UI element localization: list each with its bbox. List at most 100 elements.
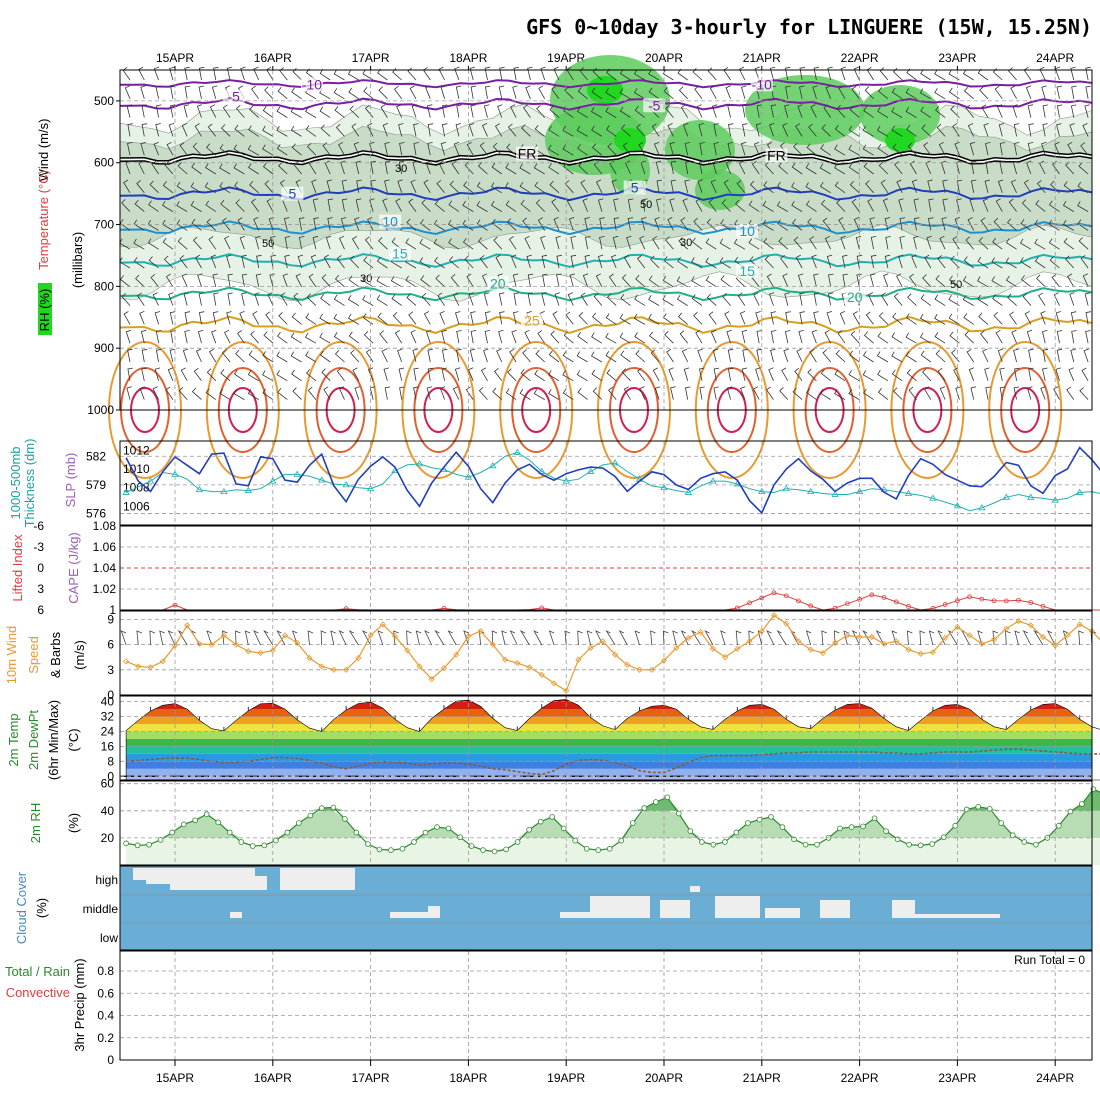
- wind-speed-point: [502, 656, 509, 663]
- wind-barb: [626, 235, 632, 250]
- wind-barb: [427, 123, 434, 137]
- wind-barb: [307, 386, 317, 400]
- wind-barb: [738, 160, 746, 175]
- wind-barb: [668, 367, 674, 381]
- wind-barb: [184, 311, 191, 325]
- thickness-point: [1051, 496, 1059, 503]
- wind-barb: [1077, 219, 1089, 231]
- thickness-point: [586, 467, 595, 474]
- wind-barb: [147, 238, 159, 250]
- wind-barb: [399, 386, 405, 400]
- wind-speed-point: [355, 654, 362, 662]
- wind-barb: [593, 292, 603, 306]
- wind-barb-10m: [533, 630, 543, 646]
- rh-point: [146, 841, 152, 848]
- wind-barb: [177, 237, 188, 250]
- wind-barb: [483, 348, 489, 363]
- wind-barb: [985, 160, 991, 175]
- wind-barb: [665, 236, 674, 250]
- wind-barb: [169, 311, 176, 325]
- bottom-date-label: 17APR: [352, 1071, 390, 1085]
- rh-point: [917, 842, 924, 849]
- wind-barb: [470, 311, 476, 325]
- wind-barb: [927, 179, 933, 193]
- wind-barb: [899, 217, 905, 231]
- wind-barb: [205, 163, 217, 175]
- wind-barb: [636, 255, 646, 269]
- rh-point: [629, 820, 636, 826]
- wind-barb: [377, 312, 388, 325]
- wind-barb: [341, 179, 348, 193]
- temp-band: [126, 724, 1092, 732]
- wind-speed-point: [147, 664, 154, 671]
- wind-tick-label: 6: [107, 638, 114, 652]
- wind-barb: [619, 69, 631, 81]
- wind-barb-10m: [167, 630, 176, 646]
- wind-barb: [506, 143, 517, 156]
- wind-barb: [467, 367, 474, 381]
- rh-point: [399, 845, 406, 852]
- wind-barb: [748, 200, 760, 212]
- wind-barb: [527, 66, 533, 81]
- wind-barb: [591, 332, 603, 344]
- wind-barb: [348, 275, 360, 288]
- wind-barb: [652, 367, 660, 381]
- wind-barb: [637, 367, 646, 382]
- top-date-axis: 15APR 16APR 17APR 18APR 19APR 20APR 21APR 22APR…: [156, 51, 1075, 70]
- wind-barb: [240, 66, 246, 81]
- wind-barb: [908, 386, 917, 400]
- thickness-point: [611, 459, 619, 466]
- wind-barb: [326, 179, 333, 193]
- wind-barb: [821, 124, 831, 137]
- wind-barb: [651, 123, 660, 137]
- thickness-point: [489, 462, 497, 469]
- wind-barb: [993, 217, 1003, 231]
- y-tick-label: 900: [94, 341, 114, 355]
- wind-barb: [184, 85, 191, 99]
- wind-barb: [985, 386, 991, 400]
- thickness-point: [758, 487, 766, 494]
- wind-barb: [809, 348, 817, 363]
- wind-barb: [1081, 367, 1089, 382]
- wind-barb: [510, 254, 517, 269]
- wind-barb: [825, 85, 832, 99]
- wind-barb: [609, 160, 617, 175]
- wind-barb: [1049, 256, 1060, 269]
- wind-barb: [408, 198, 417, 212]
- wind-barb: [254, 292, 260, 306]
- temp-frame: [119, 695, 1093, 781]
- wind-barb: [449, 180, 460, 194]
- wind-barb: [156, 104, 162, 118]
- wind-barb: [638, 141, 646, 156]
- wind-barb: [562, 370, 574, 382]
- bottom-date-label: 18APR: [449, 1071, 487, 1085]
- wind-barb: [176, 181, 188, 194]
- lifted-index-point: [1040, 603, 1046, 609]
- rh-point: [560, 825, 567, 832]
- wind-barb: [934, 294, 946, 306]
- wind-barb: [570, 236, 576, 250]
- wind-barb: [381, 348, 388, 363]
- wind-barb: [723, 66, 731, 81]
- wind-barb: [880, 292, 889, 306]
- wind-barb: [1071, 330, 1077, 344]
- wind-barb: [797, 273, 804, 287]
- wind-barb: [584, 217, 590, 231]
- wind-barb: [247, 144, 259, 156]
- wind-barb: [667, 123, 674, 137]
- wind-barb-10m: [463, 630, 469, 646]
- wind-barb: [498, 85, 505, 99]
- rh-point: [676, 810, 682, 817]
- rh-point: [238, 839, 245, 845]
- wind-barb: [605, 313, 617, 325]
- ylabel-rh-unit: (%): [66, 813, 81, 833]
- cloud-level-label: low: [100, 931, 118, 945]
- temp-outline: [125, 699, 1100, 781]
- wind-speed-point: [599, 638, 606, 645]
- wind-barb: [524, 235, 531, 250]
- temp-bands: [126, 699, 1092, 780]
- wind-barb: [292, 387, 302, 400]
- wind-barb: [425, 329, 432, 344]
- wind-barb: [226, 66, 233, 81]
- wind-barb: [880, 179, 889, 194]
